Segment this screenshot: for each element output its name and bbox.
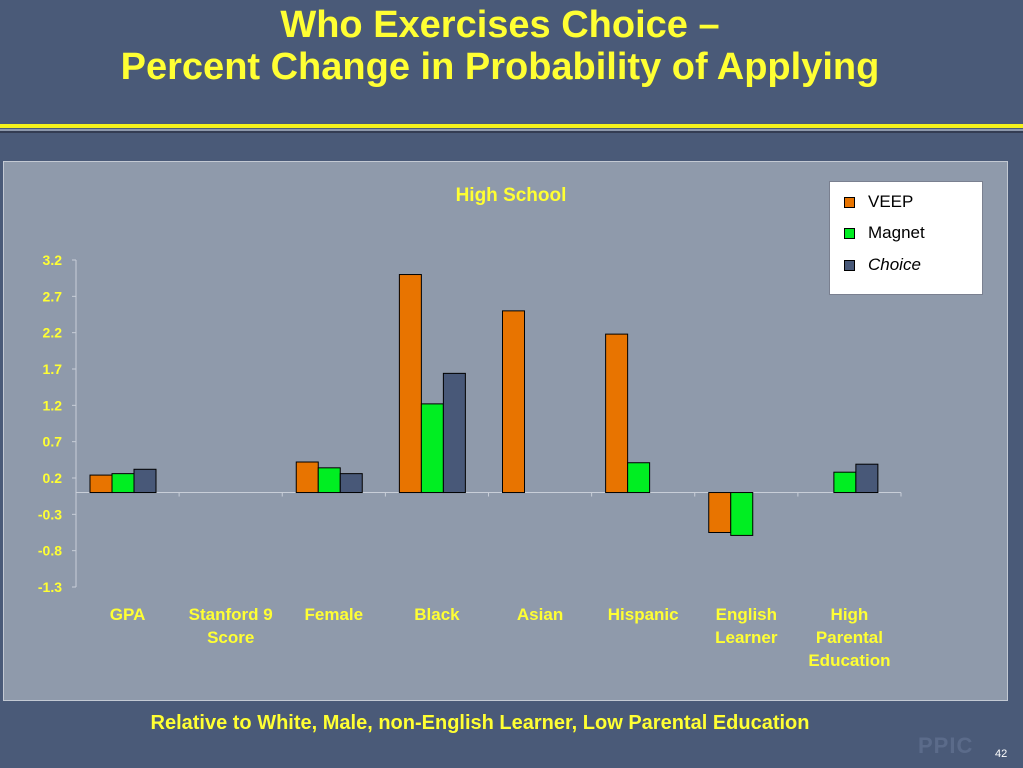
legend-label-magnet: Magnet [868, 223, 925, 242]
slide-title: Who Exercises Choice – Percent Change in… [0, 4, 1000, 88]
x-category-label: GPA [110, 605, 146, 624]
legend-swatch-magnet [844, 227, 855, 239]
page-number: 42 [995, 748, 1008, 760]
legend-item-choice: Choice [844, 254, 921, 276]
bar-veep-hispanic [605, 333, 629, 494]
bar-magnet-gpa [111, 473, 135, 494]
bar-veep-female [295, 461, 319, 494]
bar-chart: High School 3.2 2.7 2.2 1.7 1.2 0.7 0.2 -0.3 -0.8… [38, 185, 902, 670]
x-category-label: Learner [715, 628, 778, 647]
bar-magnet-hispanic [627, 462, 651, 494]
legend-label-veep: VEEP [868, 192, 914, 211]
y-tick-label: 0.2 [43, 470, 63, 486]
legend-item-magnet: Magnet [844, 222, 925, 244]
slide-title-line-1: Who Exercises Choice – [280, 4, 720, 46]
bar-magnet-black [420, 403, 444, 494]
footer-note: Relative to White, Male, non-English Lea… [150, 712, 810, 734]
chart-legend: VEEP Magnet Choice [829, 181, 983, 295]
x-category-label: Stanford 9 [189, 605, 273, 624]
ppic-logo: PPIC [918, 733, 974, 758]
title-divider-dark [0, 131, 1023, 133]
bar-magnet-female [317, 467, 341, 494]
y-tick-label: 1.2 [43, 397, 63, 413]
chart-area: High School 3.2 2.7 2.2 1.7 1.2 0.7 0.2 -0.3 -0.8… [3, 161, 1008, 701]
title-divider-yellow [0, 124, 1023, 128]
x-category-label: English [716, 605, 777, 624]
y-tick-label: -1.3 [38, 579, 62, 595]
bar-choice-female [339, 473, 363, 494]
x-category-label: Female [305, 605, 364, 624]
x-category-label: Hispanic [608, 605, 679, 624]
legend-item-veep: VEEP [844, 191, 913, 213]
x-category-label: High [831, 605, 869, 624]
legend-swatch-choice [844, 259, 855, 271]
legend-label-choice: Choice [868, 255, 921, 274]
x-category-label: Black [414, 605, 460, 624]
y-tick-label: -0.8 [38, 543, 62, 559]
bar-choice-high-parental-education [855, 463, 879, 494]
x-category-label: Parental [816, 628, 883, 647]
x-category-label: Asian [517, 605, 563, 624]
y-tick-label: 2.2 [43, 325, 63, 341]
legend-swatch-veep [844, 196, 855, 208]
slide-title-line-2: Percent Change in Probability of Applyin… [120, 46, 880, 88]
bar-choice-gpa [133, 468, 157, 494]
x-category-label: Education [808, 651, 890, 670]
bar-veep-gpa [89, 474, 113, 494]
y-tick-label: 0.7 [43, 434, 63, 450]
y-tick-label: 2.7 [43, 288, 63, 304]
y-tick-label: -0.3 [38, 506, 62, 522]
y-tick-label: 3.2 [43, 252, 63, 268]
bar-choice-black [442, 372, 466, 494]
bar-magnet-high-parental-education [833, 471, 857, 494]
bar-veep-asian [502, 310, 525, 494]
chart-title: High School [456, 185, 567, 206]
title-divider-gray [0, 129, 1023, 131]
bar-veep-english-learner [708, 492, 732, 533]
y-tick-label: 1.7 [43, 361, 63, 377]
x-category-label: Score [207, 628, 254, 647]
bar-veep-black [398, 274, 422, 494]
bar-magnet-english-learner [730, 492, 754, 536]
